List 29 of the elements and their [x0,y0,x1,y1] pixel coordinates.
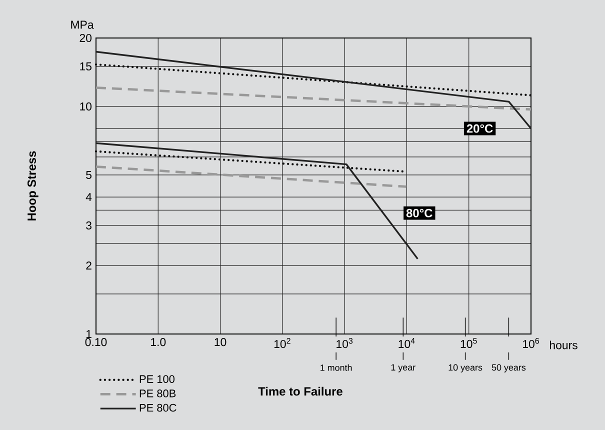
annotation: 20°C [466,124,493,133]
x-tick-label: 10 [214,338,226,346]
x-tick-label: 10$^{6}$ [523,338,539,348]
x-tick-label: 10$^{3}$ [336,338,353,348]
y-tick-label: 15 [80,62,92,70]
x-axis-title: Time to Failure [258,386,342,396]
ref-line-label: 1 year [391,364,416,372]
y-tick-label: 5 [86,170,92,179]
y-tick-label: 3 [86,221,92,230]
y-tick-label: 10 [80,102,92,111]
x-tick-label: 0.10 [85,338,107,346]
text: hours [550,340,578,350]
y-tick-label: 2 [86,262,92,270]
legend-label: PE 80C [140,404,176,412]
x-tick-label: 1.0 [151,338,166,346]
y-tick-label: 1 [86,330,92,338]
text: MPa [71,20,94,29]
y-tick-label: 4 [86,193,92,201]
x-tick-label: 10$^{5}$ [460,338,477,348]
y-axis-title: Hoop Stress [28,151,38,220]
x-tick-label: 10$^{4}$ [398,338,415,348]
legend-label: PE 100 [140,375,174,383]
annotation: 80°C [406,208,432,218]
ref-line-label: 1 month [320,364,352,371]
x-tick-label: 10$^{2}$ [274,338,290,348]
ref-line-label: 10 years [448,364,482,372]
legend-label: PE 80B [140,390,176,398]
ref-line-label: 50 years [492,364,526,372]
y-tick-label: 20 [80,34,92,42]
